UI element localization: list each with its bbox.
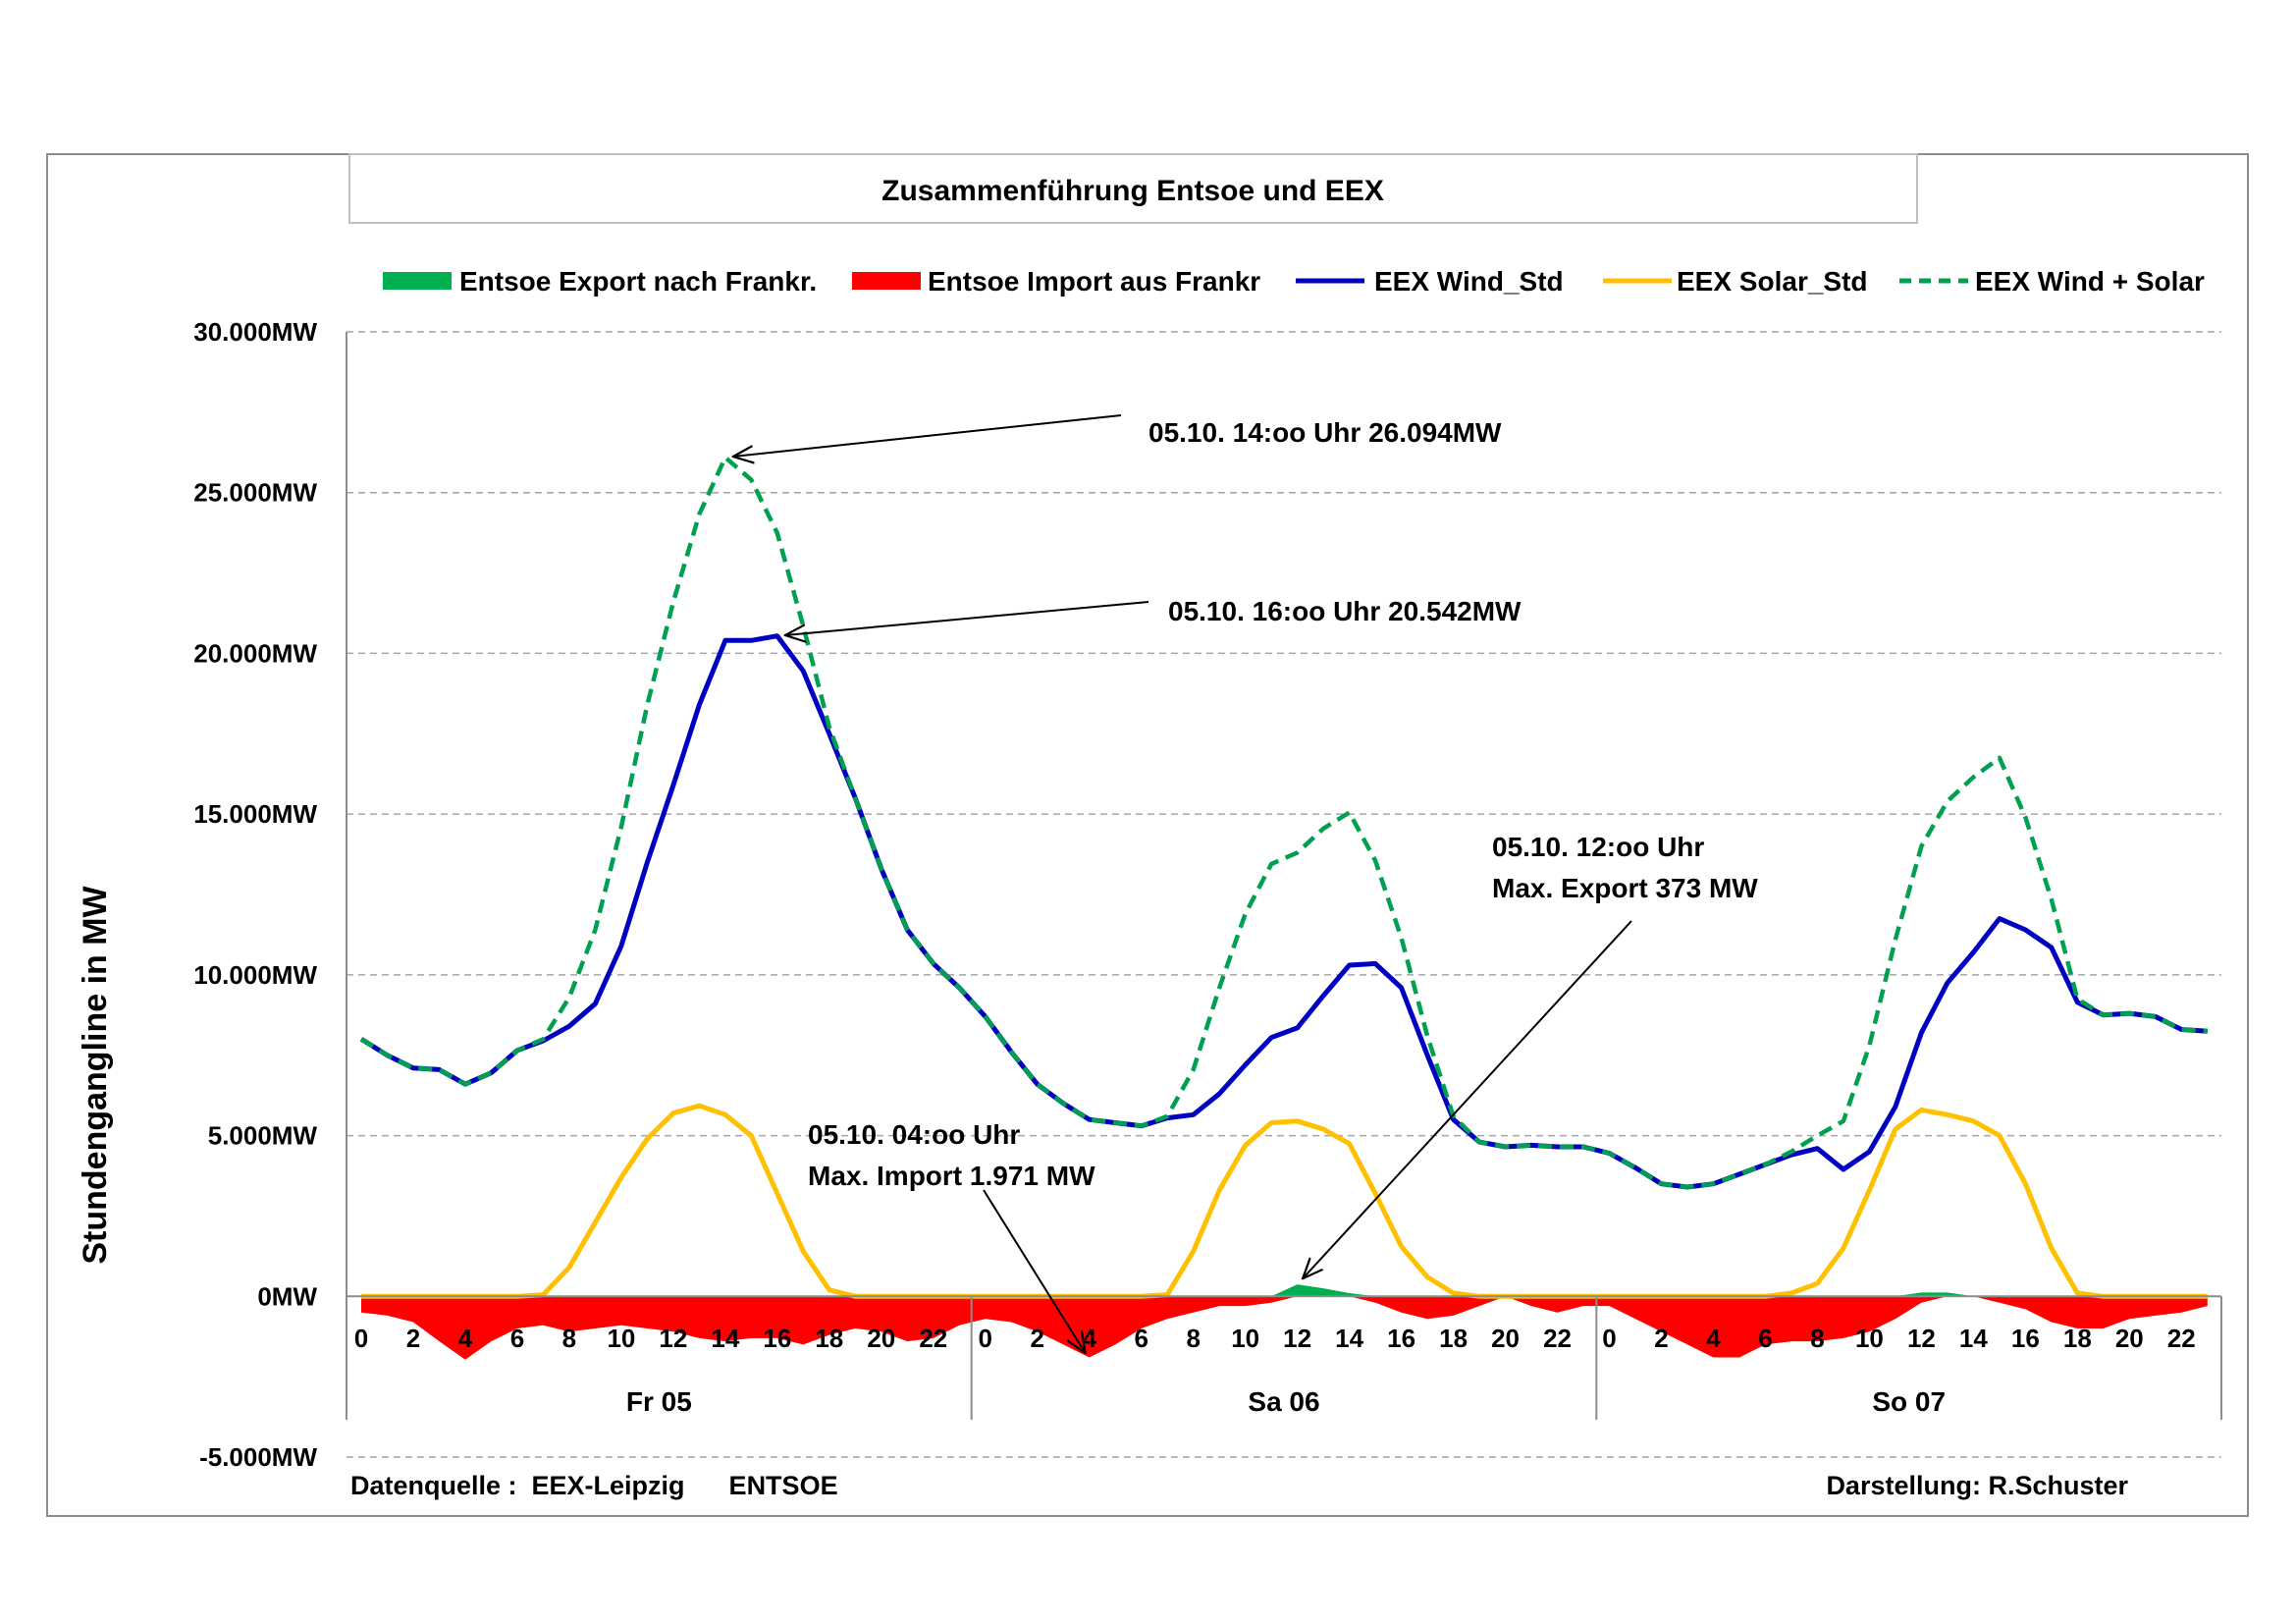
x-tick-label: 14 [711,1324,739,1353]
annotation-text: 05.10. 04:oo Uhr [808,1119,1020,1150]
legend-label-4: EEX Wind + Solar [1975,266,2205,297]
annotation-arrow [983,1189,1086,1353]
y-axis-ticks: 30.000MW 25.000MW 20.000MW 15.000MW 10.000MW… [193,317,317,1472]
chart-frame [46,153,2249,1517]
annotation-text: Max. Import 1.971 MW [808,1161,1095,1191]
x-tick-label: 14 [1335,1324,1363,1353]
x-tick-label: 10 [1231,1324,1259,1353]
annotation-text: Max. Export 373 MW [1492,873,1758,903]
x-tick-label: 22 [919,1324,947,1353]
x-tick-label: 0 [354,1324,368,1353]
x-tick-label: 12 [659,1324,687,1353]
x-tick-label: 8 [1810,1324,1824,1353]
x-tick-label: 2 [1654,1324,1668,1353]
title-box [348,153,1918,224]
x-tick-label: 6 [1134,1324,1148,1353]
x-tick-label: 8 [562,1324,576,1353]
legend: Entsoe Export nach Frankr. Entsoe Import … [383,266,2205,297]
legend-label-0: Entsoe Export nach Frankr. [459,266,817,297]
legend-swatch-0 [383,272,452,290]
y-tick-label: 10.000MW [193,960,317,990]
x-tick-label: 18 [815,1324,843,1353]
day-label: Sa 06 [1248,1386,1319,1417]
y-tick-label: 30.000MW [193,317,317,347]
x-tick-label: 4 [1082,1324,1096,1353]
series-layer [359,455,2208,1360]
annotation-text: 05.10. 14:oo Uhr 26.094MW [1148,417,1502,448]
series-1-area [361,1296,2208,1360]
y-tick-label: 15.000MW [193,799,317,829]
legend-label-3: EEX Solar_Std [1677,266,1868,297]
x-tick-label: 6 [1758,1324,1772,1353]
x-tick-label: 20 [2115,1324,2144,1353]
day-label: So 07 [1872,1386,1946,1417]
x-tick-label: 12 [1283,1324,1311,1353]
x-tick-label: 2 [1031,1324,1044,1353]
author-label: Darstellung: R.Schuster [1826,1471,2128,1500]
y-axis-label: Stundengangline in MW [77,885,114,1264]
day-label: Fr 05 [626,1386,692,1417]
annotations: 05.10. 14:oo Uhr 26.094MW 05.10. 16:oo Uh… [733,414,1758,1353]
x-tick-label: 16 [2011,1324,2040,1353]
annotation-arrow [785,601,1149,635]
x-tick-label: 14 [1959,1324,1988,1353]
x-tick-label: 4 [1706,1324,1721,1353]
x-tick-label: 10 [1855,1324,1884,1353]
x-tick-label: 20 [867,1324,895,1353]
annotation-text: 05.10. 12:oo Uhr [1492,832,1704,862]
x-tick-label: 18 [2063,1324,2092,1353]
annotation-text: 05.10. 16:oo Uhr 20.542MW [1168,596,1522,626]
x-tick-label: 16 [763,1324,791,1353]
annotation-arrow [733,414,1122,457]
x-tick-label: 22 [2167,1324,2196,1353]
x-tick-label: 0 [1602,1324,1616,1353]
x-tick-label: 12 [1907,1324,1936,1353]
series-solar-line [361,1103,2208,1299]
chart-title: Zusammenführung Entsoe und EEX [881,175,1384,207]
y-tick-label: 5.000MW [208,1121,318,1151]
x-tick-label: 2 [406,1324,420,1353]
x-tick-label: 16 [1387,1324,1415,1353]
y-tick-label: 20.000MW [193,638,317,668]
y-tick-label: 25.000MW [193,478,317,508]
series-0-area [361,1284,2208,1297]
x-tick-label: 0 [979,1324,992,1353]
x-tick-label: 4 [458,1324,473,1353]
legend-label-2: EEX Wind_Std [1374,266,1564,297]
source-label: Datenquelle : EEX-Leipzig ENTSOE [350,1471,838,1500]
x-tick-label: 18 [1439,1324,1468,1353]
y-tick-label: 0MW [257,1281,317,1311]
x-tick-label: 10 [607,1324,635,1353]
x-tick-label: 6 [510,1324,524,1353]
legend-swatch-1 [852,272,921,290]
annotation-arrow [1303,920,1632,1278]
axes [346,332,2222,1420]
x-tick-label: 8 [1186,1324,1200,1353]
legend-label-1: Entsoe Import aus Frankr [928,266,1260,297]
x-tick-label: 20 [1491,1324,1520,1353]
y-tick-label: -5.000MW [199,1442,317,1472]
series-wind-line [359,633,2208,1190]
x-tick-label: 22 [1543,1324,1572,1353]
